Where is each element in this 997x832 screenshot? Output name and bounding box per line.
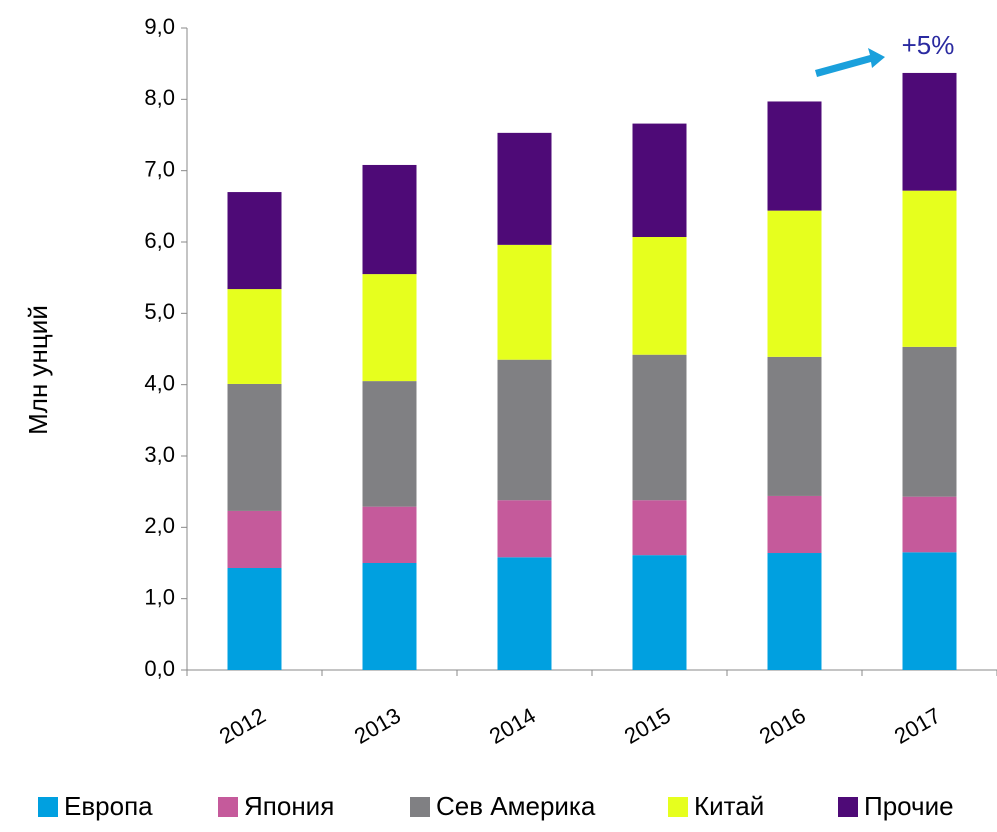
legend-swatch (410, 797, 430, 817)
legend-swatch (668, 797, 688, 817)
x-tick-label: 2015 (620, 703, 675, 749)
bar-segment (227, 510, 282, 568)
x-tick-label: 2017 (890, 703, 945, 749)
legend-swatch (38, 797, 58, 817)
bar-segment (227, 192, 282, 290)
y-tick-label: 5,0 (144, 299, 175, 324)
bar-segment (632, 354, 687, 501)
bar-segment (632, 555, 687, 670)
x-tick-label: 2013 (350, 703, 405, 749)
bar-segment (227, 567, 282, 670)
legend-swatch (838, 797, 858, 817)
x-tick-label: 2016 (755, 703, 810, 749)
bar-segment (767, 553, 822, 670)
bar-segment (902, 190, 957, 347)
bar-segment (497, 359, 552, 501)
y-tick-label: 0,0 (144, 656, 175, 681)
y-tick-label: 9,0 (144, 14, 175, 39)
bar-segment (767, 356, 822, 496)
bar-segment (632, 123, 687, 238)
bar-segment (497, 132, 552, 245)
bar-segment (902, 346, 957, 497)
bar-segment (362, 274, 417, 382)
legend-swatch (218, 797, 238, 817)
bar-segment (497, 500, 552, 558)
legend-label: Китай (694, 791, 764, 821)
y-tick-label: 3,0 (144, 442, 175, 467)
bar-segment (902, 552, 957, 670)
legend-label: Европа (64, 791, 153, 821)
bar-segment (362, 563, 417, 670)
bar-segment (632, 237, 687, 355)
bar-segment (362, 506, 417, 563)
y-tick-label: 6,0 (144, 228, 175, 253)
x-tick-label: 2012 (215, 703, 270, 749)
bar-segment (767, 495, 822, 554)
legend-label: Прочие (864, 791, 954, 821)
y-tick-label: 7,0 (144, 156, 175, 181)
bar-segment (362, 164, 417, 275)
bar-segment (902, 72, 957, 191)
bar-segment (362, 381, 417, 507)
bar-segment (767, 101, 822, 211)
y-tick-label: 2,0 (144, 513, 175, 538)
annotation: +5% (902, 30, 955, 60)
bar-segment (227, 383, 282, 511)
bar-segment (902, 496, 957, 553)
bar-segment (227, 289, 282, 384)
y-tick-label: 4,0 (144, 370, 175, 395)
bar-segment (497, 244, 552, 360)
y-tick-label: 1,0 (144, 584, 175, 609)
y-tick-label: 8,0 (144, 85, 175, 110)
bar-segment (497, 557, 552, 670)
y-axis-label: Млн унций (23, 305, 53, 435)
x-tick-label: 2014 (485, 703, 540, 749)
arrow (815, 48, 885, 77)
bar-segment (767, 210, 822, 357)
bar-segment (632, 500, 687, 556)
legend-label: Япония (244, 791, 334, 821)
legend-label: Сев Америка (436, 791, 596, 821)
